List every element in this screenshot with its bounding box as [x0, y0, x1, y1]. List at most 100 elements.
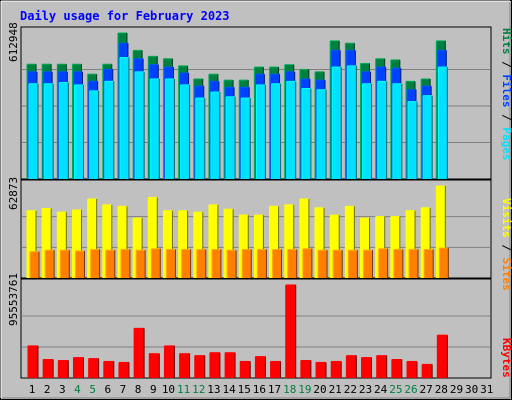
pages-bar	[347, 66, 356, 179]
day-label: 3	[59, 383, 66, 396]
pages-bar	[378, 81, 387, 179]
legend-part: /	[500, 55, 512, 75]
legend-visits-sites: Visits / Sites	[500, 198, 512, 291]
pages-bar	[44, 84, 53, 179]
sites-bar	[364, 250, 373, 278]
kbytes-bar	[392, 360, 402, 378]
day-label: 27	[420, 383, 433, 396]
day-label: 10	[162, 383, 175, 396]
sites-bar	[30, 252, 39, 278]
sites-bar	[121, 249, 130, 278]
pages-bar	[272, 84, 281, 179]
kbytes-bar	[210, 353, 220, 378]
kbytes-bar	[58, 360, 68, 378]
day-label: 20	[313, 383, 326, 396]
sites-bar	[439, 248, 448, 278]
sites-bar	[212, 249, 221, 278]
sites-bar	[197, 249, 206, 278]
day-label: 8	[135, 383, 142, 396]
sites-bar	[106, 250, 115, 278]
kbytes-bar	[301, 360, 311, 378]
day-label: 19	[298, 383, 311, 396]
day-label: 17	[268, 383, 281, 396]
day-label: 15	[238, 383, 251, 396]
pages-bar	[165, 79, 174, 179]
day-label: 9	[150, 383, 157, 396]
kbytes-bar	[43, 360, 53, 378]
kbytes-bar	[28, 346, 38, 378]
sites-bar	[182, 249, 191, 278]
kbytes-bar	[195, 356, 205, 378]
kbytes-bar	[164, 346, 174, 378]
day-label: 29	[450, 383, 463, 396]
sites-bar	[424, 249, 433, 278]
pages-bar	[302, 88, 311, 179]
sites-bar	[227, 250, 236, 278]
day-label: 23	[359, 383, 372, 396]
legend-kbytes: KBytes	[500, 338, 512, 378]
sites-bar	[45, 250, 54, 278]
pages-bar	[135, 72, 144, 179]
kbytes-bar	[89, 359, 99, 378]
pages-bar	[363, 84, 372, 179]
sites-bar	[136, 250, 145, 278]
pages-bar	[317, 90, 326, 179]
day-label: 14	[222, 383, 236, 396]
kbytes-bar	[240, 361, 250, 378]
sites-bar	[318, 250, 327, 278]
pages-bar	[226, 97, 235, 179]
sites-bar	[91, 249, 100, 278]
legend-part: Hits	[500, 28, 512, 55]
day-label: 6	[104, 383, 111, 396]
kbytes-bar	[362, 358, 372, 378]
sites-bar	[288, 249, 297, 278]
kbytes-bar	[422, 364, 432, 378]
kbytes-bar	[271, 361, 281, 378]
pages-bar	[393, 84, 402, 179]
pages-bar	[287, 81, 296, 179]
pages-bar	[150, 79, 159, 179]
kbytes-bar	[407, 361, 417, 378]
pages-bar	[408, 102, 417, 179]
kbytes-bar	[316, 362, 326, 378]
day-label: 22	[344, 383, 357, 396]
day-label: 13	[207, 383, 220, 396]
pages-bar	[241, 98, 250, 179]
legend-part: Files	[500, 74, 512, 107]
sites-bar	[333, 250, 342, 278]
sites-bar	[379, 249, 388, 278]
day-label: 11	[177, 383, 190, 396]
pages-bar	[196, 98, 205, 179]
kbytes-bar	[73, 358, 83, 378]
kbytes-bar	[119, 362, 129, 378]
kbytes-bar	[346, 356, 356, 378]
hits-max-label: 612948	[7, 22, 20, 62]
pages-bar	[438, 67, 447, 179]
sites-bar	[394, 249, 403, 278]
sites-bar	[242, 249, 251, 278]
sites-bar	[409, 249, 418, 278]
legend-part: Sites	[500, 258, 512, 291]
sites-bar	[151, 249, 160, 278]
sites-bar	[273, 249, 282, 278]
kbytes-bar	[377, 356, 387, 378]
pages-bar	[332, 67, 341, 179]
pages-bar	[211, 92, 220, 179]
sites-bar	[60, 250, 69, 278]
legend-part: Visits	[500, 198, 512, 238]
kbytes-bar	[331, 361, 341, 378]
pages-bar	[423, 96, 432, 179]
kbytes-bar	[134, 328, 144, 378]
day-label: 7	[120, 383, 127, 396]
day-label: 21	[329, 383, 342, 396]
day-label: 5	[89, 383, 96, 396]
day-label: 1	[29, 383, 36, 396]
sites-bar	[75, 251, 84, 278]
pages-bar	[90, 91, 99, 179]
sites-bar	[348, 250, 357, 278]
day-label: 30	[465, 383, 478, 396]
visits-max-label: 62873	[7, 177, 20, 210]
legend-part: Pages	[500, 127, 512, 160]
legend-hits-files-pages: Hits / Files / Pages	[500, 28, 512, 161]
day-label: 12	[192, 383, 205, 396]
